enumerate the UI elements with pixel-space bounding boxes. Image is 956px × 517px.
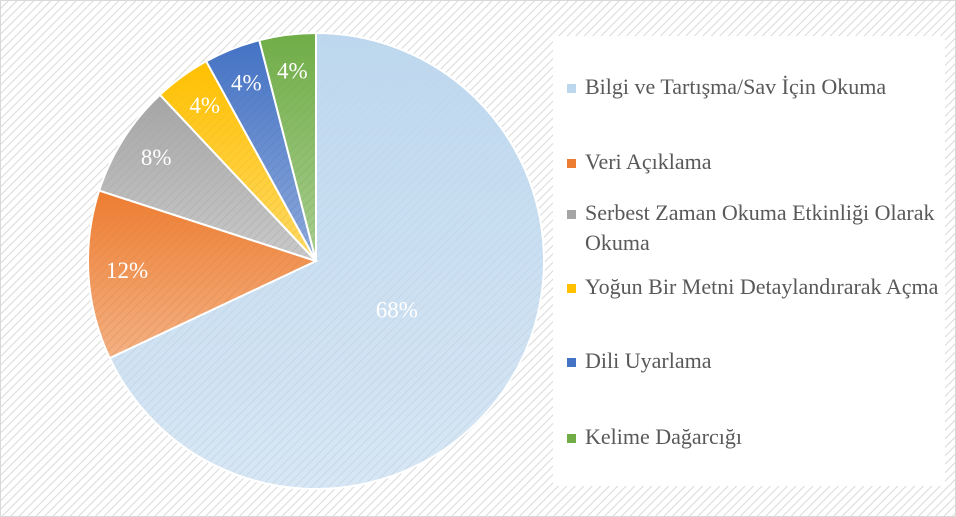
legend: Bilgi ve Tartışma/Sav İçin Okuma Veri Açı… bbox=[553, 36, 945, 486]
legend-item: Serbest Zaman Okuma Etkinliği Olarak Oku… bbox=[567, 198, 955, 258]
data-label: 12% bbox=[106, 258, 148, 283]
pie-slice bbox=[108, 31, 545, 490]
legend-label: Serbest Zaman Okuma Etkinliği Olarak Oku… bbox=[585, 200, 935, 255]
pie-slice bbox=[87, 189, 319, 360]
data-label: 8% bbox=[141, 145, 172, 170]
pie-slice bbox=[258, 31, 317, 262]
legend-swatch bbox=[567, 159, 576, 168]
legend-swatch bbox=[567, 358, 576, 367]
data-label: 4% bbox=[189, 93, 220, 118]
pie-slice bbox=[97, 93, 317, 262]
legend-item: Veri Açıklama bbox=[567, 147, 955, 177]
legend-item: Bilgi ve Tartışma/Sav İçin Okuma bbox=[567, 72, 955, 102]
legend-swatch bbox=[567, 210, 576, 219]
legend-label: Bilgi ve Tartışma/Sav İçin Okuma bbox=[585, 74, 887, 99]
legend-label: Veri Açıklama bbox=[585, 149, 712, 174]
legend-item: Dili Uyarlama bbox=[567, 346, 955, 376]
data-label: 68% bbox=[376, 298, 418, 323]
legend-swatch bbox=[567, 284, 576, 293]
data-label: 4% bbox=[277, 59, 308, 84]
legend-item: Yoğun Bir Metni Detaylandırarak Açma bbox=[567, 272, 955, 302]
pie: 68% 12% 8% 4% 4% 4% bbox=[87, 31, 545, 490]
legend-item: Kelime Dağarcığı bbox=[567, 422, 955, 452]
legend-label: Yoğun Bir Metni Detaylandırarak Açma bbox=[585, 274, 939, 299]
legend-label: Kelime Dağarcığı bbox=[585, 424, 742, 449]
data-label: 4% bbox=[231, 70, 262, 95]
legend-swatch bbox=[567, 84, 576, 93]
legend-swatch bbox=[567, 434, 576, 443]
legend-label: Dili Uyarlama bbox=[585, 348, 712, 373]
